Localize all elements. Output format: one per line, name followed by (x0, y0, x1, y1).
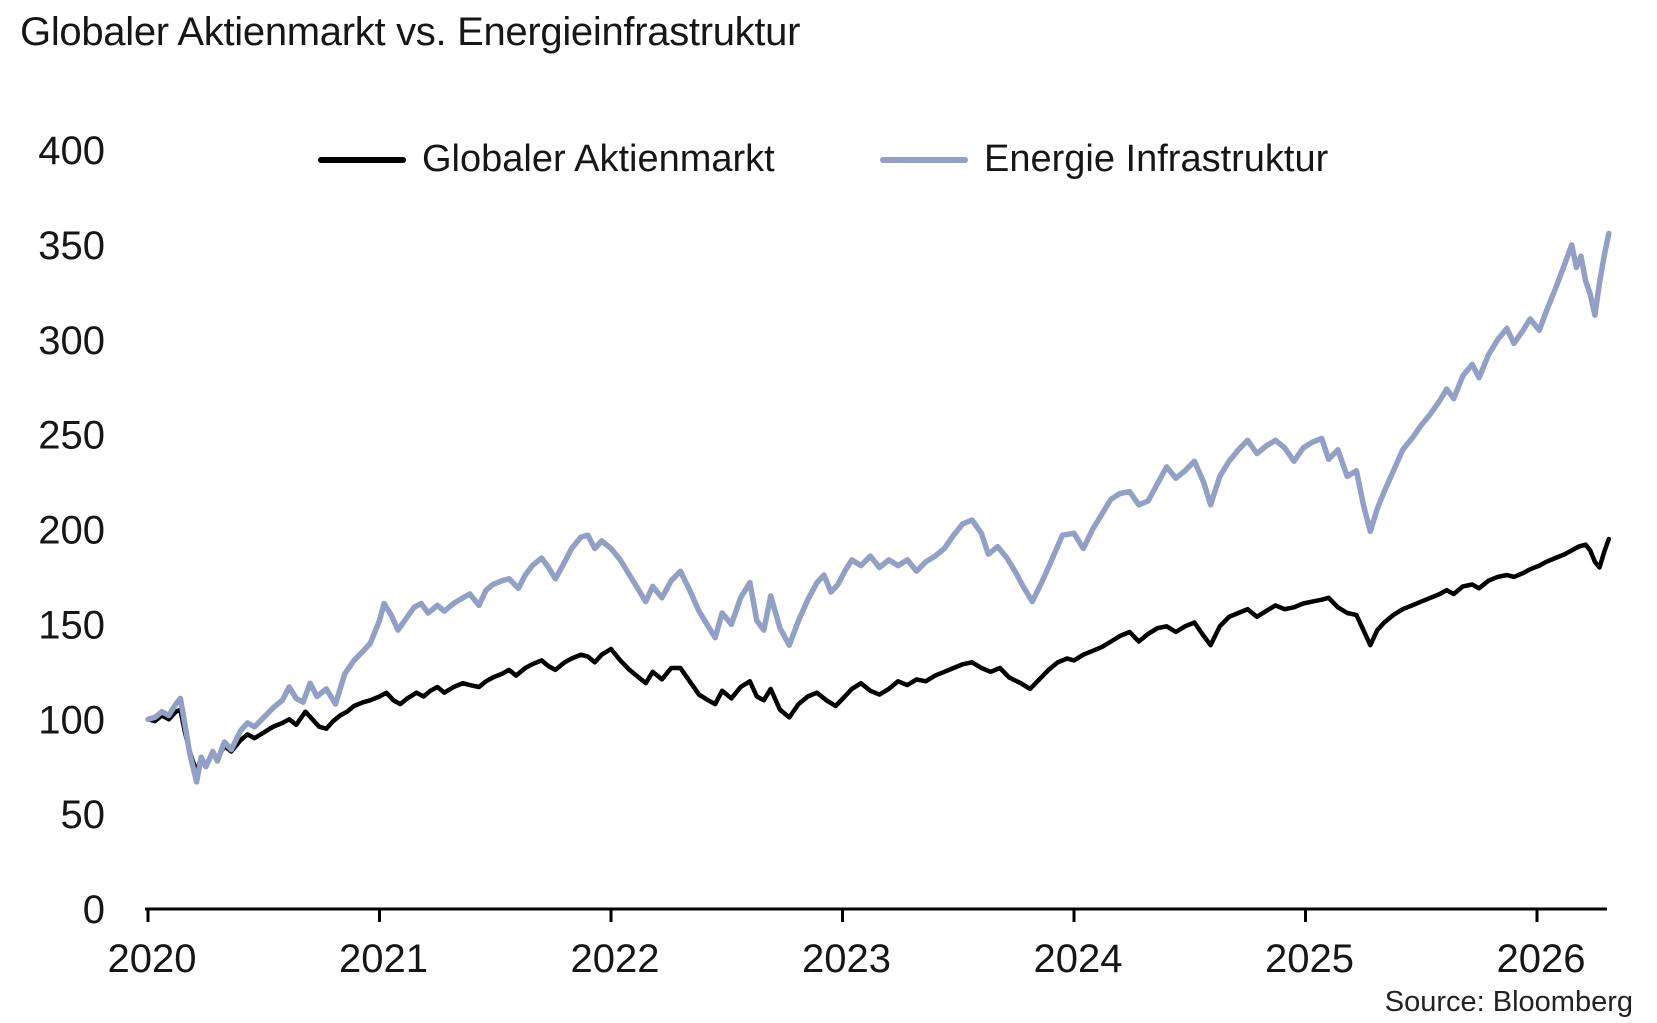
x-tick-label: 2020 (108, 937, 197, 981)
aktienmarkt-line-swatch (318, 156, 406, 163)
y-tick-label: 300 (38, 319, 105, 363)
y-tick-label: 200 (38, 509, 105, 553)
y-tick-label: 350 (38, 224, 105, 268)
legend-label-energie-infrastruktur: Energie Infrastruktur (984, 138, 1329, 180)
legend-item-globaler-aktienmarkt: Globaler Aktienmarkt (318, 138, 775, 181)
y-tick-label: 50 (61, 793, 106, 837)
x-tick-label: 2024 (1034, 937, 1123, 981)
series-line-energie-infrastruktur (145, 230, 1612, 785)
y-tick-label: 0 (83, 888, 105, 932)
legend-item-energie-infrastruktur: Energie Infrastruktur (880, 138, 1328, 181)
series-line-globaler-aktienmarkt (145, 536, 1612, 775)
x-tick-label: 2022 (571, 937, 660, 981)
y-tick-label: 400 (38, 129, 105, 173)
x-tick-label: 2025 (1265, 937, 1354, 981)
legend-label-globaler-aktienmarkt: Globaler Aktienmarkt (422, 138, 775, 180)
x-tick-label: 2021 (339, 937, 428, 981)
y-tick-label: 250 (38, 414, 105, 458)
chart-title: Globaler Aktienmarkt vs. Energieinfrastr… (20, 10, 801, 54)
source-note: Source: Bloomberg (1384, 986, 1633, 1018)
x-tick-label: 2023 (802, 937, 891, 981)
y-tick-label: 150 (38, 603, 105, 647)
y-tick-label: 100 (38, 698, 105, 742)
x-tick-label: 2026 (1497, 937, 1586, 981)
energie-line-swatch (880, 156, 968, 163)
